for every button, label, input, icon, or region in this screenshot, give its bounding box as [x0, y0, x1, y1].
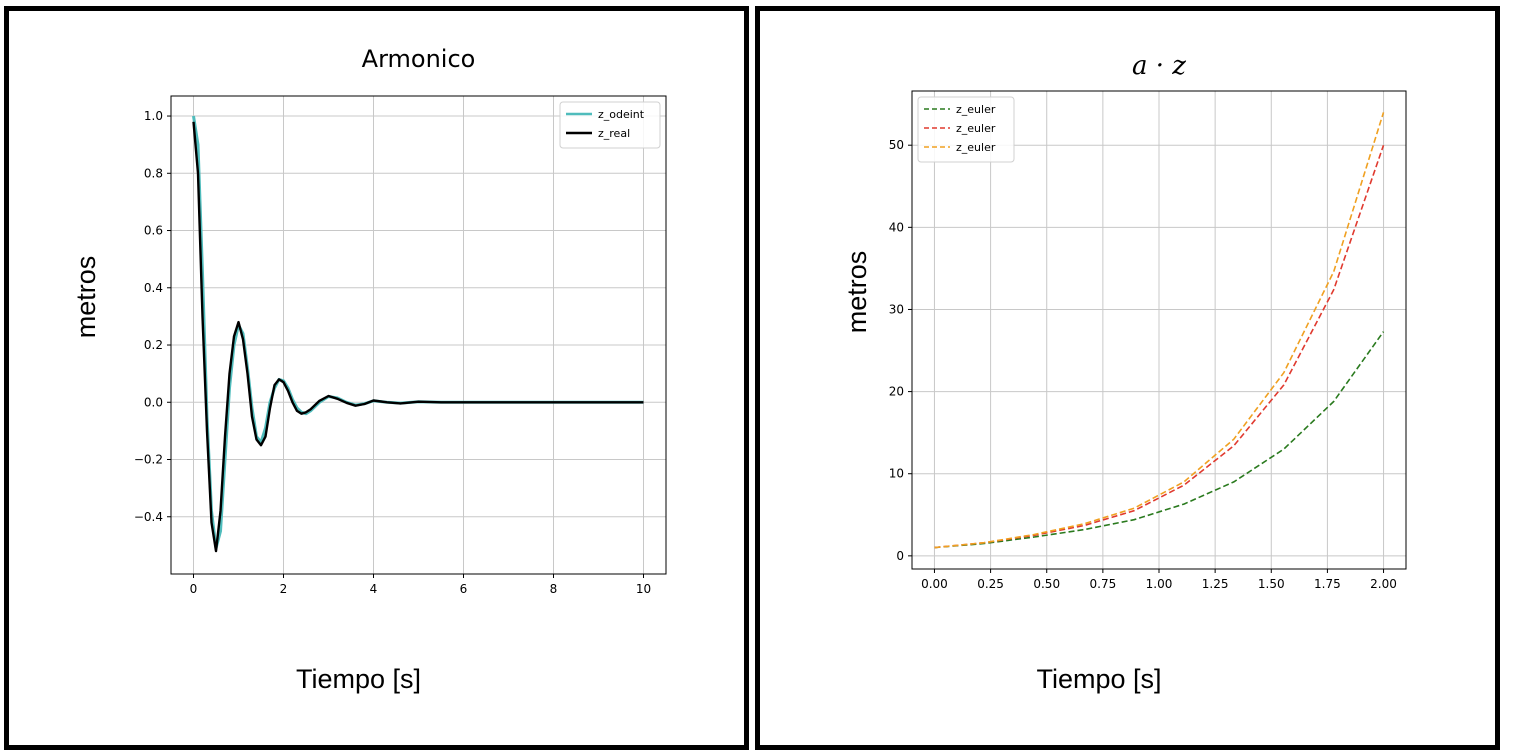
chart0-legend-label: z_odeint	[598, 108, 645, 121]
chart0-series-line-0	[192, 115, 644, 550]
chart0-x-axis-label: Tiempo [s]	[296, 664, 421, 694]
chart0-title: Armonico	[362, 45, 476, 73]
chart0-series-line-1	[192, 121, 644, 553]
chart0-y-axis-label: metros	[71, 256, 101, 339]
chart0-plot-frame	[170, 95, 667, 575]
chart1-x-tick-label: 0.50	[1033, 577, 1060, 591]
chart1-x-tick-label: 1.00	[1146, 577, 1173, 591]
chart0-y-tick-label: 0.2	[144, 338, 163, 352]
chart1-series-line-2	[934, 112, 1385, 549]
chart1-x-tick-label: 0.25	[977, 577, 1004, 591]
chart0-x-tick-label: 10	[636, 582, 651, 596]
chart1-legend: z_euler z_euler z_euler	[917, 96, 1015, 163]
chart0-y-tick-label: −0.4	[134, 510, 163, 524]
chart0-x-tick-label: 2	[280, 582, 288, 596]
chart0-y-tick-label: 1.0	[144, 109, 163, 123]
chart0-x-tick-label: 0	[190, 582, 198, 596]
chart0-y-tick-label: 0.0	[144, 395, 163, 409]
chart1-x-axis-label: Tiempo [s]	[1036, 664, 1161, 694]
chart1-legend-box	[917, 96, 1015, 163]
chart1-x-tick-label: 2.00	[1370, 577, 1397, 591]
chart0-legend: z_odeint z_real	[559, 101, 661, 149]
chart1-series-line-0	[934, 331, 1385, 549]
chart1-legend-label: z_euler	[956, 141, 996, 154]
chart0-x-tick-label: 8	[550, 582, 558, 596]
chart1-legend-label: z_euler	[956, 103, 996, 116]
chart1-legend-label: z_euler	[956, 122, 996, 135]
chart1-x-tick-label: 1.75	[1314, 577, 1341, 591]
chart-panel-az: 0.00 0.25 0.50 0.75 1.00 1.25 1.50 1.75 2.00 0 10 2…	[755, 6, 1500, 750]
chart1-title: a · z	[1132, 51, 1186, 81]
chart1-y-tick-label: 30	[889, 302, 904, 316]
chart1-y-tick-label: 0	[896, 549, 904, 563]
chart1-y-tick-label: 40	[889, 220, 904, 234]
chart0-legend-label: z_real	[598, 127, 630, 140]
chart-panel-armonico: 0 2 4 6 8 10 −0.4 −0.2 0.0 0.2 0.4 0.6 0.8 1.0 Armonic…	[4, 6, 749, 750]
chart0-y-tick-label: 0.8	[144, 166, 163, 180]
chart1-x-tick-label: 1.25	[1202, 577, 1229, 591]
chart0-y-tick-label: 0.4	[144, 281, 163, 295]
chart0-y-tick-label: 0.6	[144, 224, 163, 238]
chart1-y-tick-label: 20	[889, 385, 904, 399]
chart0-x-tick-label: 6	[460, 582, 468, 596]
chart-armonico: 0 2 4 6 8 10 −0.4 −0.2 0.0 0.2 0.4 0.6 0.8 1.0 Armonic…	[71, 45, 667, 694]
chart1-y-tick-label: 10	[889, 467, 904, 481]
chart1-x-tick-label: 0.75	[1090, 577, 1117, 591]
chart1-x-tick-label: 0.00	[921, 577, 948, 591]
chart1-x-tick-label: 1.50	[1258, 577, 1285, 591]
chart0-y-tick-label: −0.2	[134, 453, 163, 467]
chart1-y-axis-label: metros	[842, 251, 872, 334]
chart0-x-tick-label: 4	[370, 582, 378, 596]
chart1-y-tick-label: 50	[889, 138, 904, 152]
chart-az: 0.00 0.25 0.50 0.75 1.00 1.25 1.50 1.75 2.00 0 10 2…	[842, 51, 1407, 694]
